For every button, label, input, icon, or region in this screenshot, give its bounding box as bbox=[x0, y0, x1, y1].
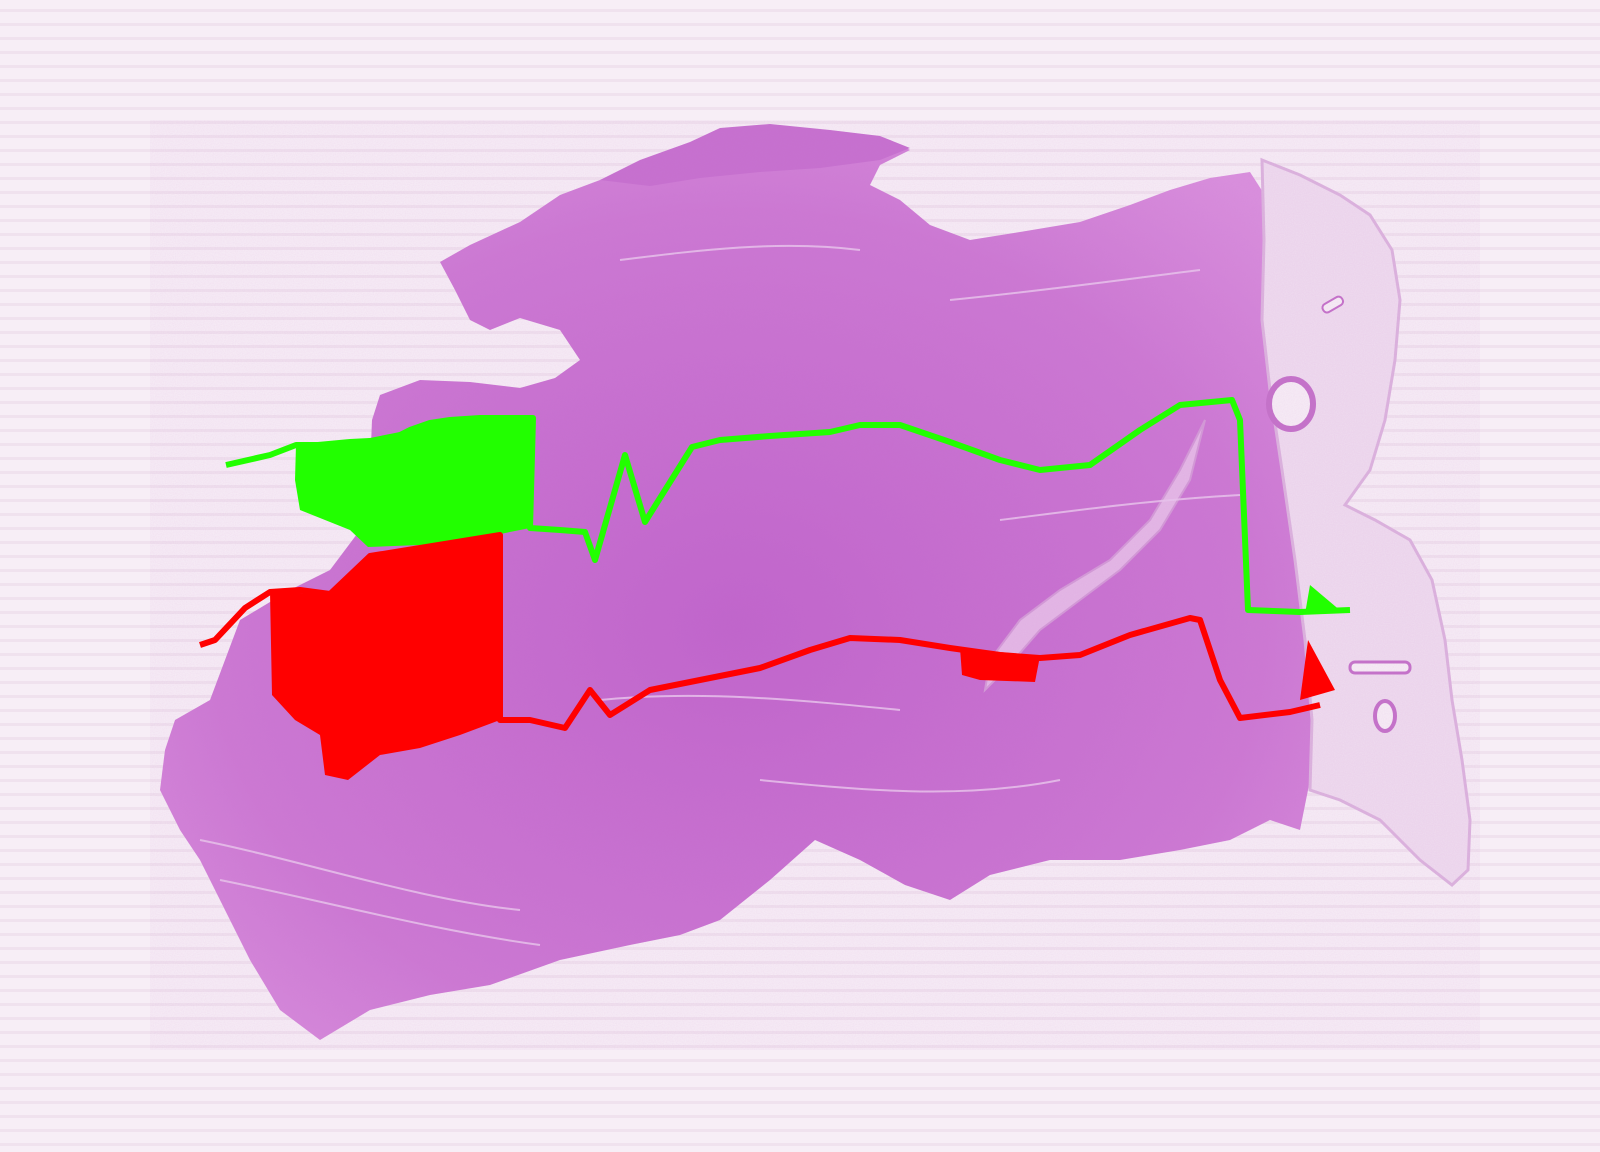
upper-boundary-fill bbox=[295, 418, 533, 547]
lower-boundary-wedge bbox=[1300, 640, 1335, 700]
upper-boundary-wedge bbox=[1305, 585, 1342, 614]
lower-boundary-notch bbox=[960, 648, 1040, 682]
lower-boundary-fill bbox=[270, 535, 500, 780]
